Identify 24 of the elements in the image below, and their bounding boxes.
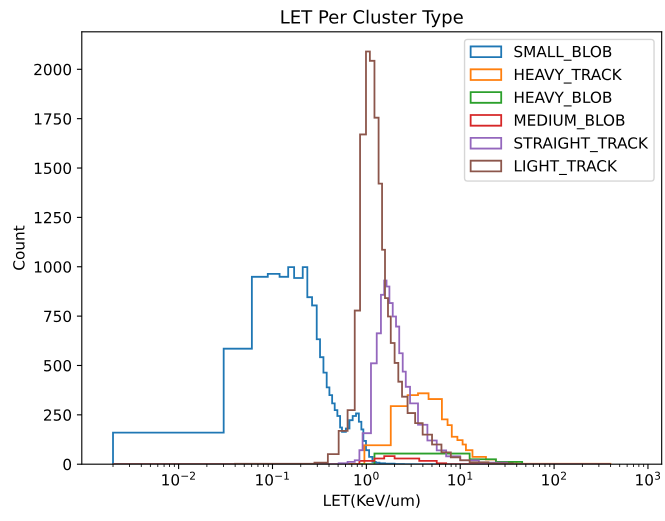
legend-label: HEAVY_BLOB: [514, 92, 612, 106]
y-tick-label: 1250: [34, 212, 72, 224]
x-tick-label: 10$^{1}$: [448, 472, 472, 486]
legend-label: SMALL_BLOB: [514, 46, 612, 61]
x-tick-label: 10$^{0}$: [354, 472, 379, 486]
legend-label: MEDIUM_BLOB: [514, 114, 624, 130]
legend-label: LIGHT_TRACK: [514, 160, 618, 175]
chart-title: LET Per Cluster Type: [281, 10, 463, 28]
y-tick-label: 750: [44, 310, 72, 322]
y-tick-label: 2000: [34, 64, 72, 76]
x-tick-label: 10$^{2}$: [542, 472, 566, 486]
x-tick-label: 10$^{3}$: [636, 472, 660, 486]
y-tick-label: 250: [44, 409, 72, 421]
x-tick-label: 10$^{−1}$: [256, 472, 289, 486]
y-tick-label: 0: [63, 458, 72, 470]
y-tick-label: 1000: [34, 261, 72, 273]
x-axis-title: LET(KeV/um): [324, 494, 420, 508]
legend-label: HEAVY_TRACK: [514, 68, 622, 84]
x-tick-label: 10$^{−2}$: [162, 472, 195, 486]
y-tick-label: 1750: [34, 113, 72, 125]
y-tick-label: 500: [44, 360, 72, 372]
y-axis-title: Count: [13, 226, 25, 270]
legend-label: STRAIGHT_TRACK: [514, 137, 648, 152]
y-tick-label: 1500: [34, 162, 72, 174]
